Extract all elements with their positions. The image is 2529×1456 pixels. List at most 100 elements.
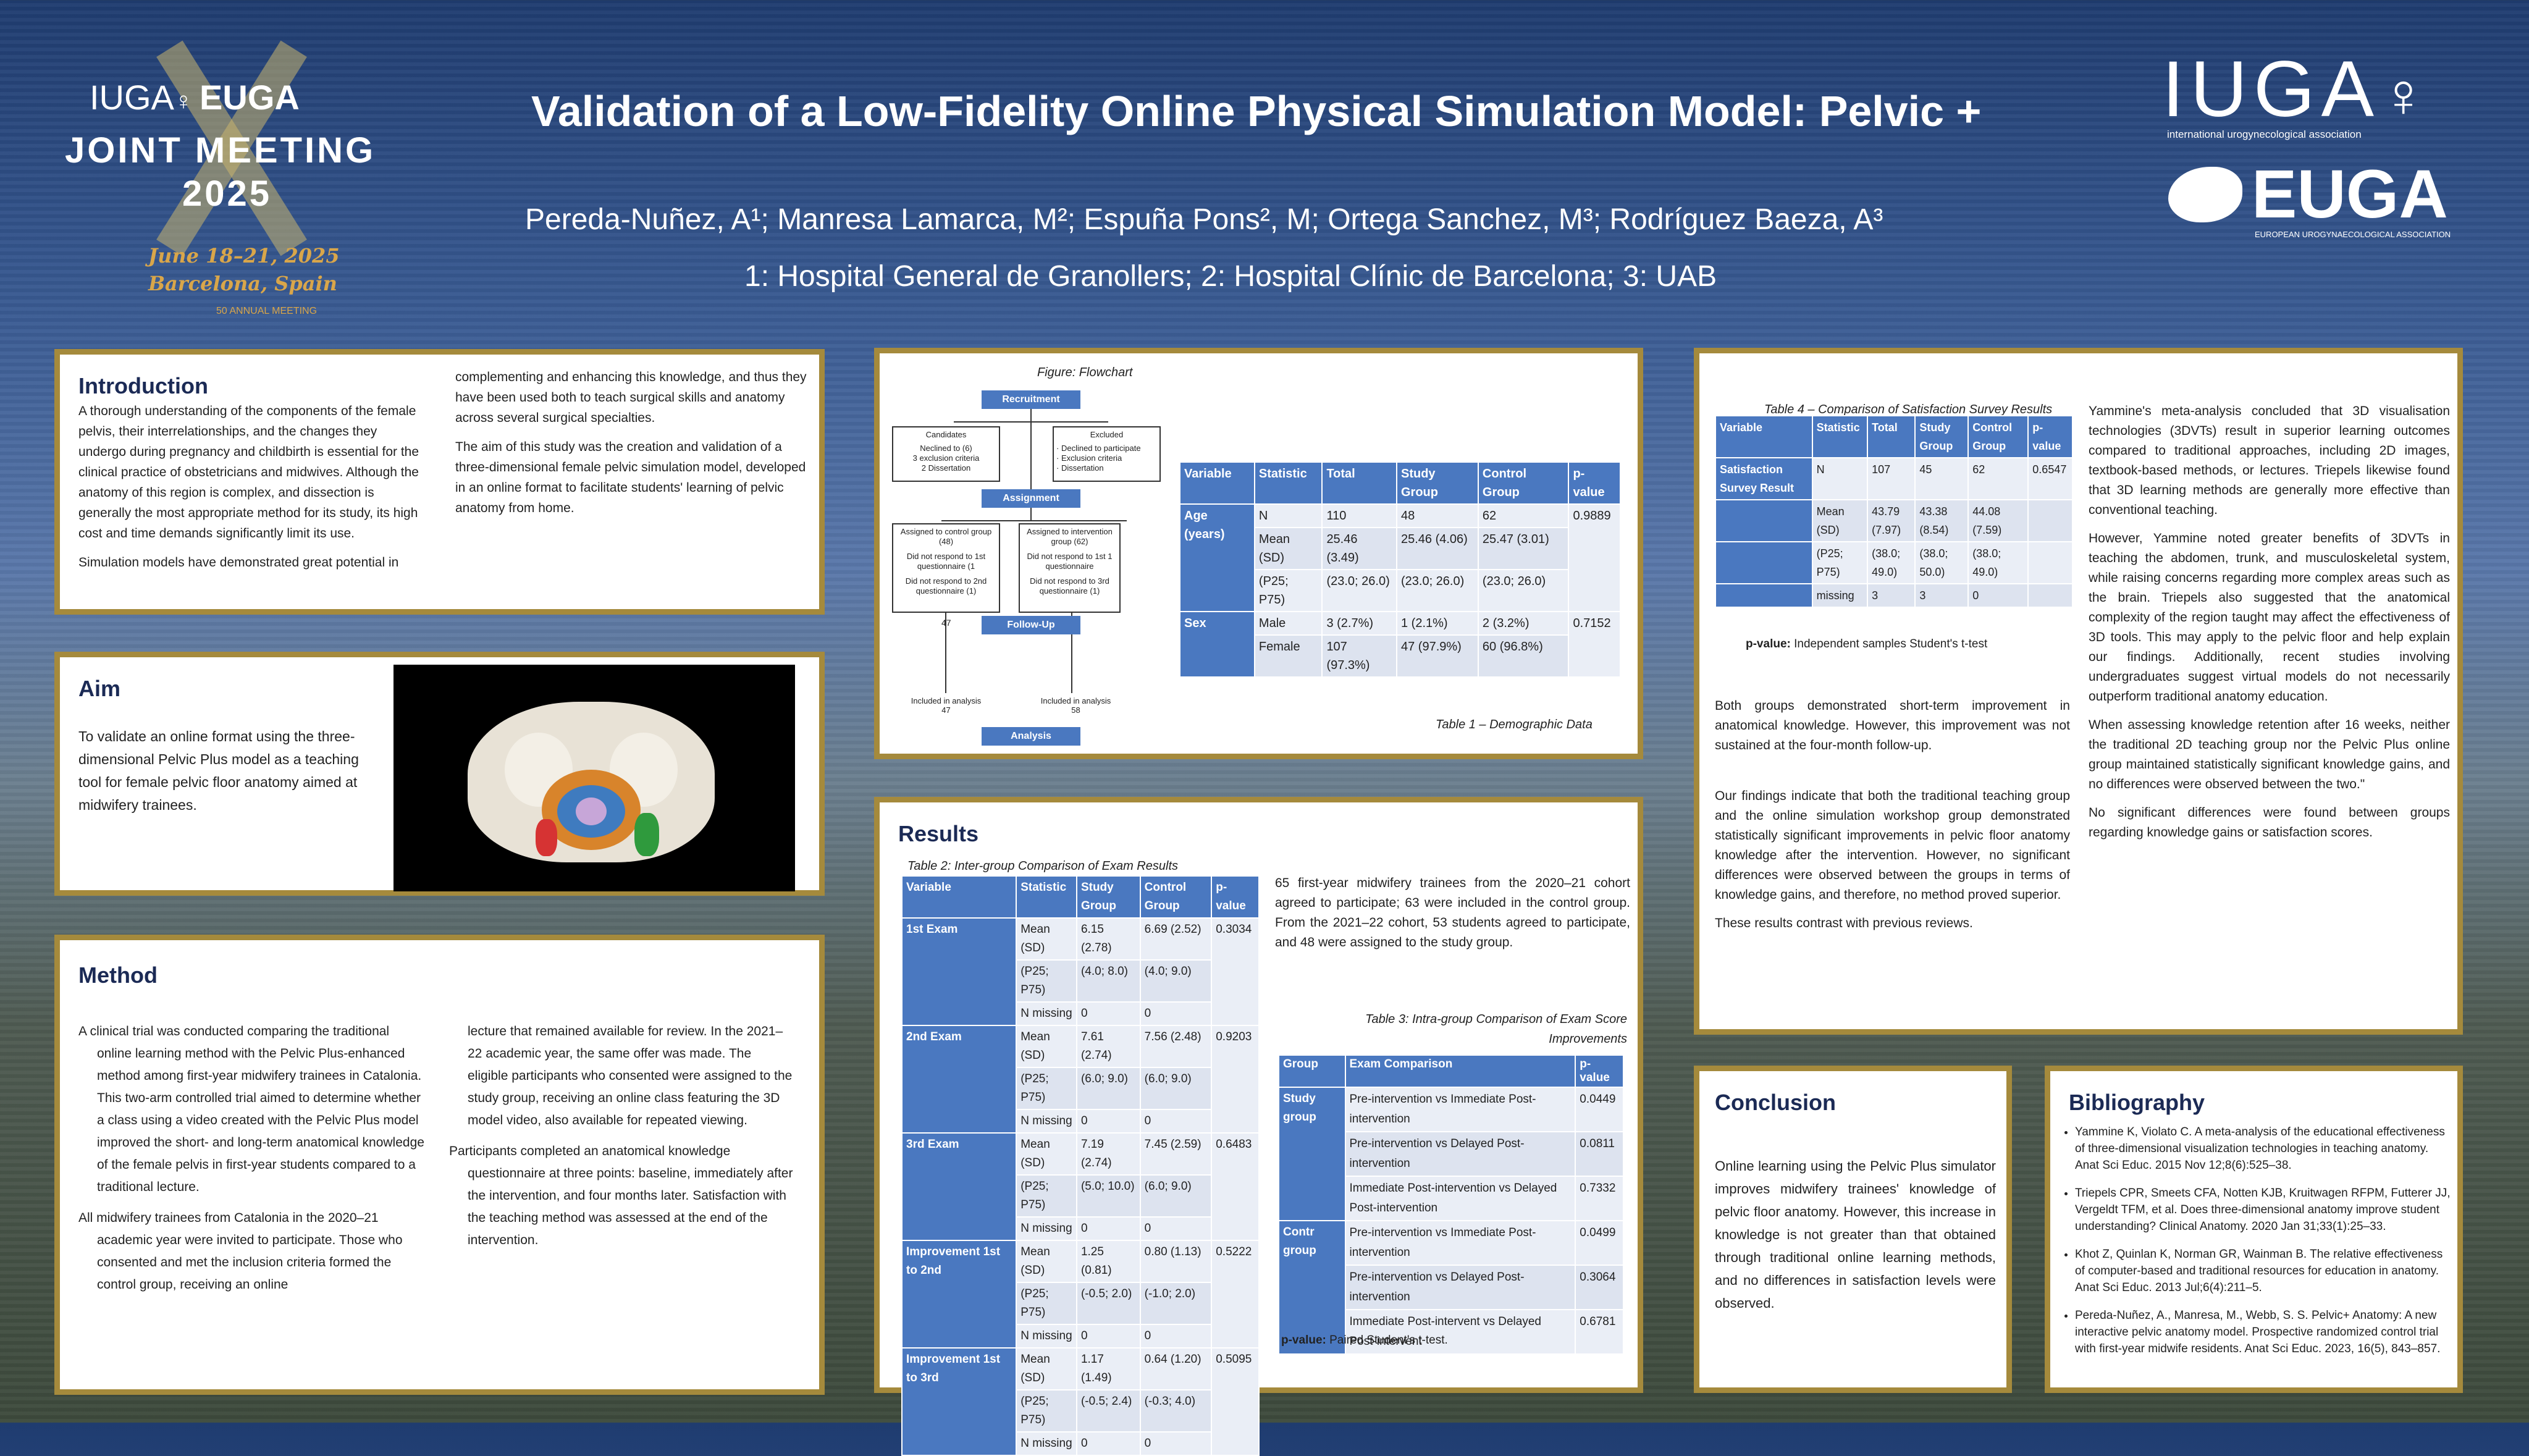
aim-panel: Aim To validate an online format using t… — [54, 652, 825, 896]
results-text: 65 first-year midwifery trainees from th… — [1275, 876, 1630, 949]
table-2-exam-results: Variable Statistic Study Group Control G… — [901, 875, 1260, 1456]
table-3-caption: Table 3: Intra-group Comparison of Exam … — [1365, 1012, 1627, 1046]
discussion-paragraph-2: Our findings indicate that both the trad… — [1715, 789, 2070, 902]
table-pvalue: 0.3034 — [1211, 917, 1260, 1026]
flowchart: Recruitment Candidates Neclined to (6) 3… — [892, 390, 1170, 755]
table-group-label: Study group — [1278, 1087, 1346, 1221]
table-cell: 0 — [1139, 1216, 1213, 1241]
flowchart-caption: Figure: Flowchart — [1037, 366, 1133, 379]
method-panel: Method A clinical trial was conducted co… — [54, 935, 825, 1395]
table-group-label: 2nd Exam — [901, 1025, 1017, 1134]
table-cell: (P25; P75) — [1016, 1067, 1077, 1110]
table-cell: 6.15 (2.78) — [1075, 917, 1141, 961]
table-cell: 0 — [1139, 1431, 1213, 1456]
discussion-right-1: Yammine's meta-analysis concluded that 3… — [2089, 404, 2450, 517]
method-paragraph-4: Participants completed an anatomical kno… — [449, 1144, 793, 1247]
euga-dove-icon — [2168, 167, 2242, 222]
table-cell: 7.61 (2.74) — [1075, 1025, 1141, 1068]
table-row: Immediate Post-intervention vs Delayed P… — [1279, 1176, 1624, 1221]
table-pvalue: 0.6483 — [1211, 1132, 1260, 1241]
method-paragraph-2: All midwifery trainees from Catalonia in… — [78, 1211, 403, 1292]
poster-title: Validation of a Low-Fidelity Online Phys… — [531, 87, 1982, 135]
flow-analysis-right: Included in analysis 58 — [1040, 696, 1111, 715]
flow-assignment: Assignment — [982, 489, 1080, 508]
table-cell: (P25; P75) — [1016, 959, 1077, 1003]
table-group-label: Improvement 1st to 3rd — [901, 1347, 1017, 1456]
table-cell: 7.56 (2.48) — [1139, 1025, 1213, 1068]
iuga-logo: IUGA — [2162, 45, 2380, 133]
table-cell: 0.0449 — [1575, 1087, 1624, 1132]
table-row: Study group Pre-intervention vs Immediate… — [1278, 1087, 1624, 1221]
table-cell: 0 — [1139, 1001, 1213, 1026]
table-cell: (-0.3; 4.0) — [1139, 1389, 1213, 1433]
intro-paragraph-3: complementing and enhancing this knowled… — [455, 370, 807, 425]
table-cell: (-1.0; 2.0) — [1139, 1282, 1213, 1325]
table-cell: (-0.5; 2.0) — [1075, 1282, 1141, 1325]
table-cell: 0.0811 — [1575, 1131, 1624, 1177]
flow-followup: Follow-Up — [982, 616, 1080, 634]
table-row: N missing 0 0 — [902, 1216, 1259, 1241]
table-cell: (6.0; 9.0) — [1139, 1067, 1213, 1110]
table-pvalue: 0.5222 — [1211, 1240, 1260, 1349]
table-cell: (6.0; 9.0) — [1139, 1174, 1213, 1218]
flow-analysis: Analysis — [982, 727, 1080, 746]
table-cell: (6.0; 9.0) — [1075, 1067, 1141, 1110]
introduction-heading: Introduction — [78, 373, 208, 398]
table-cell: Pre-intervention vs Immediate Post-inter… — [1344, 1087, 1576, 1132]
aim-text: To validate an online format using the t… — [78, 728, 359, 813]
authors: Pereda-Nuñez, A¹; Manresa Lamarca, M²; E… — [525, 203, 1883, 236]
affiliations: 1: Hospital General de Granollers; 2: Ho… — [744, 260, 1717, 293]
discussion-right-3: When assessing knowledge retention after… — [2089, 718, 2450, 791]
table-cell: 0 — [1075, 1109, 1141, 1134]
right-logos: IUGA♀ international urogynecological ass… — [2162, 49, 2459, 253]
table-row: (P25; P75) (5.0; 10.0) (6.0; 9.0) — [902, 1174, 1259, 1218]
table-cell: (5.0; 10.0) — [1075, 1174, 1141, 1218]
table-cell: (4.0; 8.0) — [1075, 959, 1141, 1003]
euga-small-logo: EUGA — [200, 78, 300, 117]
introduction-panel: Introduction A thorough understanding of… — [54, 349, 825, 615]
table-1-caption: Table 1 – Demographic Data — [1436, 718, 1593, 731]
iuga-small-logo: IUGA — [90, 78, 174, 117]
table-cell: 0.7332 — [1575, 1176, 1624, 1221]
flow-excluded: Excluded · Declined to participate · Exc… — [1053, 426, 1161, 482]
table-row: (P25; P75) (-0.5; 2.0) (-1.0; 2.0) — [902, 1282, 1259, 1325]
discussion-paragraph-1: Both groups demonstrated short-term impr… — [1715, 699, 2070, 752]
table-row: 2nd Exam Mean (SD) 7.61 (2.74) 7.56 (2.48) 0… — [901, 1025, 1260, 1134]
table-cell: N missing — [1016, 1001, 1077, 1026]
discussion-right-2: However, Yammine noted greater benefits … — [2089, 531, 2450, 704]
table-row: N missing 0 0 — [902, 1324, 1259, 1349]
table-cell: 0.3064 — [1575, 1265, 1624, 1310]
anniversary-badge: 50 ANNUAL MEETING — [216, 306, 318, 316]
bib-item: Khot Z, Quinlan K, Norman GR, Wainman B.… — [2075, 1246, 2452, 1296]
table-cell: Mean (SD) — [1016, 1347, 1077, 1391]
table-cell: 0.6781 — [1575, 1309, 1624, 1355]
table-row: N missing 0 0 — [902, 1109, 1259, 1134]
flow-control-group: Assigned to control group (48) Did not r… — [892, 523, 1000, 613]
table-row: Contr group Pre-intervention vs Immediate… — [1278, 1220, 1624, 1355]
table-cell: N missing — [1016, 1109, 1077, 1134]
flow-intervention-group: Assigned to intervention group (62) Did … — [1019, 523, 1121, 613]
results-heading: Results — [898, 821, 979, 846]
table-cell: N missing — [1016, 1431, 1077, 1456]
table-cell: Pre-intervention vs Delayed Post-interve… — [1344, 1265, 1576, 1310]
table-group-label: Contr group — [1278, 1220, 1346, 1355]
table-cell: Immediate Post-intervention vs Delayed P… — [1344, 1176, 1576, 1221]
female-symbol-icon: ♀ — [2380, 61, 2433, 130]
table-row: Improvement 1st to 3rd Mean (SD) 1.17 (1.4… — [901, 1347, 1260, 1456]
table-group-label: 3rd Exam — [901, 1132, 1017, 1241]
bibliography-list: Yammine K, Violato C. A meta-analysis of… — [2063, 1124, 2452, 1368]
aim-heading: Aim — [78, 676, 121, 701]
table-cell: 0.0499 — [1575, 1220, 1624, 1266]
euga-subtitle: EUROPEAN UROGYNAECOLOGICAL ASSOCIATION — [2255, 230, 2451, 239]
intro-paragraph-1: A thorough understanding of the componen… — [78, 404, 419, 541]
table-cell: 1.17 (1.49) — [1075, 1347, 1141, 1391]
bibliography-heading: Bibliography — [2069, 1090, 2205, 1115]
conclusion-panel: Conclusion Online learning using the Pel… — [1694, 1066, 2012, 1393]
meeting-place: Barcelona, Spain — [148, 272, 337, 295]
table-1-demographics: Variable Statistic Total Study Group Con… — [1179, 461, 1621, 678]
table-cell: N missing — [1016, 1324, 1077, 1349]
table-3-note: p-value: Paired Student's t-test. — [1281, 1334, 1448, 1347]
table-cell: 0 — [1139, 1109, 1213, 1134]
table-group-label: Improvement 1st to 2nd — [901, 1240, 1017, 1349]
table-cell: (P25; P75) — [1016, 1389, 1077, 1433]
